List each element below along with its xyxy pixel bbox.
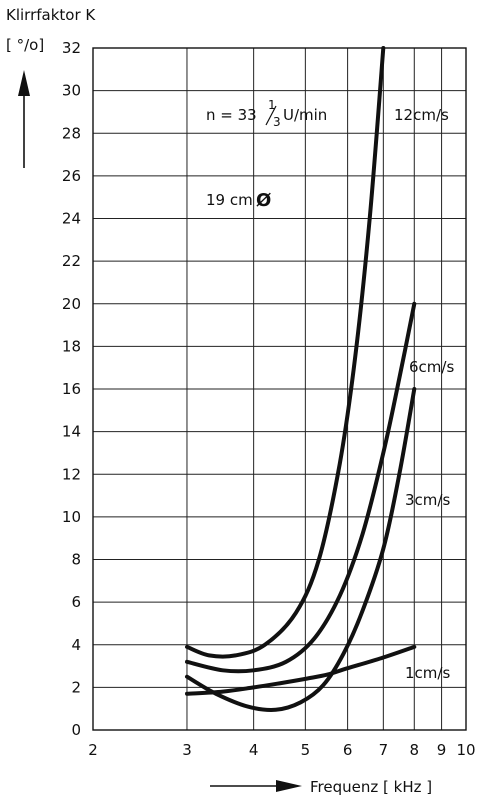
y-axis-title: Klirrfaktor K: [6, 6, 96, 24]
x-tick-label: 7: [379, 741, 389, 759]
plot-frame: [92, 47, 467, 731]
series-label-3cm-s: 3cm/s: [405, 491, 450, 509]
y-tick-label: 18: [62, 337, 81, 355]
x-tick-label: 8: [410, 741, 420, 759]
x-tick-label: 3: [182, 741, 192, 759]
diameter-annotation: 19 cm Ø: [206, 190, 271, 211]
y-tick-label: 16: [62, 380, 81, 398]
x-axis-arrow: [210, 780, 302, 792]
y-tick-label: 20: [62, 295, 81, 313]
y-axis-unit: [ °/o]: [6, 36, 44, 54]
series-line-6cm-s: [185, 301, 417, 674]
y-tick-label: 32: [62, 39, 81, 57]
y-tick-label: 0: [71, 721, 81, 739]
y-tick-label: 28: [62, 124, 81, 142]
y-tick-label: 30: [62, 82, 81, 100]
y-tick-label: 2: [71, 678, 81, 696]
y-tick-label: 26: [62, 167, 81, 185]
y-axis-arrow: [18, 70, 30, 168]
y-tick-label: 10: [62, 508, 81, 526]
x-tick-label: 10: [456, 741, 475, 759]
speed-fraction-numerator: 1: [268, 98, 276, 112]
series-line-1cm-s: [185, 644, 417, 696]
diameter-symbol: Ø: [256, 190, 271, 211]
x-tick-label: 5: [301, 741, 311, 759]
x-tick-label: 4: [249, 741, 259, 759]
y-tick-label: 24: [62, 210, 81, 228]
y-tick-label: 6: [71, 593, 81, 611]
y-tick-label: 12: [62, 465, 81, 483]
x-tick-label: 2: [88, 741, 98, 759]
series-label-12cm-s: 12cm/s: [394, 106, 449, 124]
curves: [185, 46, 417, 712]
speed-fraction-denominator: 3: [273, 115, 281, 129]
series-label-6cm-s: 6cm/s: [409, 358, 454, 376]
x-axis-ticks: 2 3 4 5 6 7 8 9 10: [88, 741, 475, 759]
y-tick-label: 14: [62, 423, 81, 441]
series-label-1cm-s: 1cm/s: [405, 664, 450, 682]
y-tick-label: 4: [71, 636, 81, 654]
series-line-12cm-s: [185, 46, 386, 659]
x-tick-label: 9: [437, 741, 447, 759]
grid: [92, 47, 467, 731]
series-labels: 12cm/s 6cm/s 3cm/s 1cm/s: [394, 106, 454, 682]
speed-unit: U/min: [283, 106, 327, 124]
diameter-value: 19 cm: [206, 191, 253, 209]
speed-prefix: n = 33: [206, 106, 257, 124]
x-axis-title: Frequenz [ kHz ]: [310, 778, 432, 796]
x-tick-label: 6: [343, 741, 353, 759]
series-line-3cm-s: [185, 387, 417, 712]
y-tick-label: 22: [62, 252, 81, 270]
speed-annotation: n = 33 1 3 U/min: [206, 98, 327, 129]
y-tick-label: 8: [71, 551, 81, 569]
